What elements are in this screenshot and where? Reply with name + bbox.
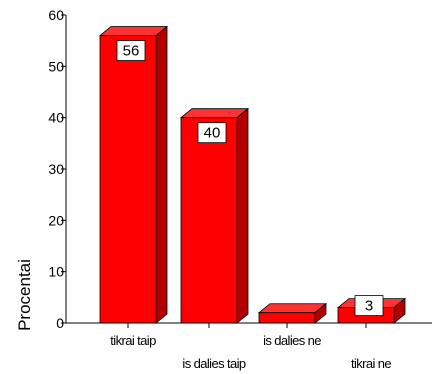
x-tick-label: is dalies taip [182, 356, 246, 371]
y-tick-label: 50 [48, 58, 64, 74]
data-label-box [354, 295, 384, 317]
y-tick-label: 60 [48, 7, 64, 23]
bar-2: 40 [179, 107, 250, 324]
x-tick-label: tikrai ne [351, 356, 391, 371]
bar-front-face [258, 312, 316, 324]
x-axis: tikrai taip is dalies taip is dalies ne tik… [66, 322, 432, 371]
y-tick-label: 30 [48, 161, 64, 177]
bar-top-face [179, 108, 250, 119]
y-axis: 0 10 20 30 40 50 60 [48, 7, 67, 331]
data-label-box [197, 122, 227, 144]
data-label: 56 [123, 43, 140, 60]
bar-3 [257, 302, 328, 324]
x-tick-label: is dalies ne [263, 333, 321, 348]
y-tick-label: 10 [48, 264, 64, 280]
y-tick-label: 0 [56, 315, 64, 331]
bar-top-face [98, 26, 169, 36]
y-tick-label: 20 [48, 212, 64, 228]
bar-side-face [236, 107, 249, 324]
y-axis-label: Procentai [15, 259, 34, 331]
data-label: 3 [365, 298, 373, 315]
bar-top-face [257, 303, 328, 314]
data-label: 40 [204, 125, 221, 142]
bar-1: 56 [98, 25, 169, 324]
x-tick-label: tikrai taip [110, 333, 156, 348]
bar-front-face [180, 117, 238, 324]
data-label-box [116, 40, 146, 61]
bar-front-face [99, 35, 157, 324]
bar-side-face [155, 25, 168, 324]
y-tick-label: 40 [48, 110, 64, 126]
bars: 56 40 3 [98, 25, 407, 324]
bar-4: 3 [336, 295, 407, 324]
